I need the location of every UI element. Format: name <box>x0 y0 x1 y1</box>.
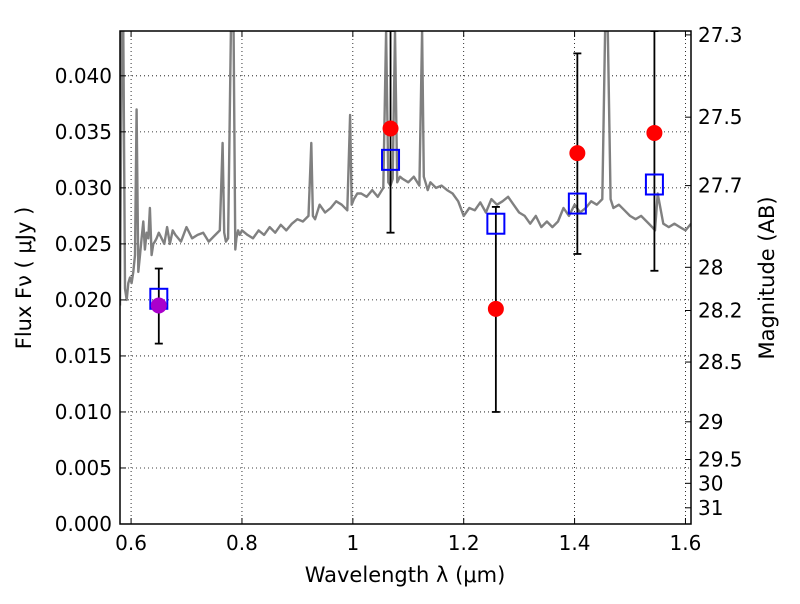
mag-tick-label: 31 <box>698 496 723 520</box>
y-tick-label: 0.020 <box>55 288 112 312</box>
observed-point <box>646 124 663 141</box>
x-tick-label: 0.6 <box>115 531 147 555</box>
mag-tick-label: 29 <box>698 410 723 434</box>
mag-tick-label: 28.2 <box>698 298 743 322</box>
y-tick-label: 0.040 <box>55 64 112 88</box>
y-tick-label: 0.000 <box>55 512 112 536</box>
spectrum-line <box>120 31 691 306</box>
observed-point-layer <box>150 120 663 317</box>
grid-lines <box>120 31 691 525</box>
x-tick-label: 1.2 <box>448 531 480 555</box>
spectrum-layer <box>120 31 691 306</box>
x-tick-label: 1.4 <box>559 531 591 555</box>
observed-point <box>487 300 504 317</box>
x-tick-label: 1 <box>346 531 359 555</box>
x-tick-label: 0.8 <box>226 531 258 555</box>
observed-point <box>382 120 399 137</box>
y-tick-label: 0.005 <box>55 456 112 480</box>
mag-tick-label: 30 <box>698 471 723 495</box>
observed-point <box>569 145 586 162</box>
model-point <box>486 212 506 235</box>
axis-ticks <box>120 31 691 525</box>
mag-tick-label: 27.7 <box>698 174 743 198</box>
observed-point <box>150 297 167 314</box>
mag-tick-label: 29.5 <box>698 448 743 472</box>
y-tick-label: 0.010 <box>55 400 112 424</box>
mag-tick-label: 27.5 <box>698 105 743 129</box>
x-tick-label: 1.6 <box>670 531 702 555</box>
x-tick-labels: 0.6 0.8 1 1.2 1.4 1.6 <box>115 531 701 555</box>
mag-tick-label: 27.3 <box>698 23 743 47</box>
y-tick-label: 0.015 <box>55 344 112 368</box>
y-tick-label: 0.025 <box>55 232 112 256</box>
y-tick-labels: 0.000 0.005 0.010 0.015 0.020 0.025 0.030 0.035… <box>55 64 112 536</box>
y-tick-label: 0.030 <box>55 176 112 200</box>
model-point-layer <box>149 148 664 310</box>
x-axis-label: Wavelength λ (μm) <box>305 563 506 587</box>
model-point <box>567 192 587 215</box>
mag-tick-label: 28 <box>698 255 723 279</box>
y-axis-label-left: Flux Fν ( μJy ) <box>12 207 36 350</box>
y-tick-label: 0.035 <box>55 120 112 144</box>
model-point <box>644 173 664 196</box>
mag-tick-label: 28.5 <box>698 350 743 374</box>
plot-frame <box>119 30 692 525</box>
y-axis-label-right: Magnitude (AB) <box>755 196 779 359</box>
model-point <box>381 148 401 171</box>
